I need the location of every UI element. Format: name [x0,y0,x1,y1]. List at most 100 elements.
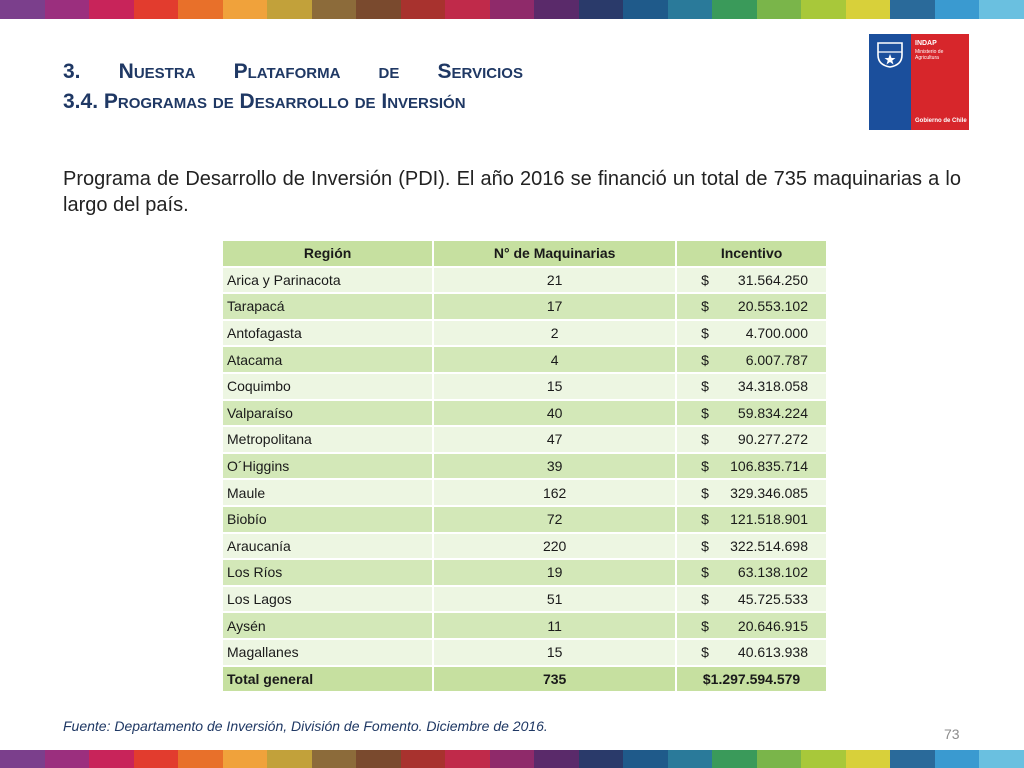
region-cell: Biobío [220,504,435,534]
logo-brand: INDAP [915,40,937,47]
currency-symbol: $ [701,351,709,368]
incentive-amount: 34.318.058 [737,378,808,395]
stripe-segment [311,750,357,768]
machinery-count-cell: 15 [432,637,678,667]
incentive-cell: $322.514.698 [675,531,828,561]
incentive-amount: 63.138.102 [737,564,808,581]
incentive-cell: $121.518.901 [675,504,828,534]
stripe-segment [712,750,757,768]
bottom-color-stripe [0,750,1024,768]
incentive-amount: 106.835.714 [730,458,808,475]
stripe-segment [756,0,802,19]
currency-symbol: $ [701,644,709,661]
machinery-count-cell: 72 [432,504,678,534]
currency-symbol: $ [701,325,709,342]
incentive-value: $45.725.533 [681,591,822,607]
incentive-value: $121.518.901 [681,511,822,527]
currency-symbol: $ [701,298,709,315]
table-row: Atacama 4 $6.007.787 [220,345,828,374]
section-title: 3. Nuestra Plataforma de Servicios [63,60,523,84]
stripe-segment [267,0,312,19]
region-cell: Valparaíso [220,398,435,428]
incentive-cell: $40.613.938 [675,637,828,667]
machinery-count-cell: 162 [432,478,678,507]
incentive-value: $106.835.714 [681,458,822,474]
incentive-value: $329.346.085 [681,485,822,501]
region-cell: Atacama [220,345,435,374]
incentive-cell: $20.553.102 [675,292,828,321]
stripe-segment [578,0,624,19]
header-region: Región [220,239,435,268]
currency-symbol: $ [701,458,709,475]
incentive-value: $4.700.000 [681,325,822,341]
incentive-value: $20.646.915 [681,618,822,634]
logo-ministry-line2: Agricultura [915,55,939,61]
currency-symbol: $ [701,484,709,501]
stripe-segment [356,750,401,768]
currency-symbol: $ [701,564,709,581]
table-row: Biobío 72 $121.518.901 [220,504,828,534]
incentive-amount: 59.834.224 [737,404,808,421]
stripe-segment [44,0,90,19]
incentive-cell: $106.835.714 [675,451,828,481]
incentive-amount: 31.564.250 [737,271,808,288]
stripe-segment [712,0,757,19]
indap-logo: INDAP Ministerio de Agricultura Gobierno… [869,34,969,130]
stripe-segment [934,750,980,768]
source-note: Fuente: Departamento de Inversión, Divis… [63,718,548,734]
currency-symbol: $ [701,271,709,288]
table-row: Antofagasta 2 $4.700.000 [220,318,828,348]
stripe-segment [890,750,935,768]
stripe-segment [178,0,223,19]
table-row: Maule 162 $329.346.085 [220,478,828,507]
logo-blue-panel [869,34,911,130]
page-number: 73 [944,726,960,742]
section-title-word: 3. [63,60,81,83]
table-header-row: Región N° de Maquinarias Incentivo [220,239,828,268]
incentive-value: $90.277.272 [681,431,822,447]
stripe-segment [311,0,357,19]
incentive-value: $20.553.102 [681,298,822,314]
incentive-cell: $20.646.915 [675,611,828,640]
stripe-segment [979,0,1024,19]
section-title-word: Nuestra [118,60,196,83]
machinery-count-cell: 2 [432,318,678,348]
top-color-stripe [0,0,1024,19]
region-cell: Magallanes [220,637,435,667]
region-cell: Maule [220,478,435,507]
section-title-word: Plataforma [233,60,341,83]
stripe-segment [623,750,668,768]
subsection-title: 3.4. Programas de Desarrollo de Inversió… [63,90,466,113]
section-title-word: Servicios [437,60,523,83]
stripe-segment [0,0,45,19]
table-row: Coquimbo 15 $34.318.058 [220,371,828,401]
incentive-amount: 90.277.272 [737,431,808,448]
stripe-segment [489,750,535,768]
region-cell: Metropolitana [220,425,435,454]
table-body: Arica y Parinacota 21 $31.564.250 Tarapacá 1… [220,265,828,694]
table-row: Tarapacá 17 $20.553.102 [220,292,828,321]
region-cell: Los Lagos [220,584,435,614]
stripe-segment [400,750,446,768]
machinery-count-cell: 40 [432,398,678,428]
incentive-cell: $31.564.250 [675,265,828,295]
stripe-segment [578,750,624,768]
incentive-value: $6.007.787 [681,352,822,368]
stripe-segment [623,0,668,19]
incentive-cell: $6.007.787 [675,345,828,374]
stripe-segment [667,0,713,19]
logo-red-panel: INDAP Ministerio de Agricultura Gobierno… [911,34,969,130]
machinery-count-cell: 21 [432,265,678,295]
table-row: Magallanes 15 $40.613.938 [220,637,828,667]
currency-symbol: $ [701,537,709,554]
stripe-segment [801,0,846,19]
region-cell: Tarapacá [220,292,435,321]
incentive-amount: 329.346.085 [730,484,808,501]
stripe-segment [845,750,891,768]
total-count: 735 [432,664,678,694]
stripe-segment [801,750,846,768]
stripe-segment [890,0,935,19]
logo-ministry-line1: Ministerio de [915,49,944,55]
coat-of-arms-icon [877,42,903,68]
region-cell: Araucanía [220,531,435,561]
